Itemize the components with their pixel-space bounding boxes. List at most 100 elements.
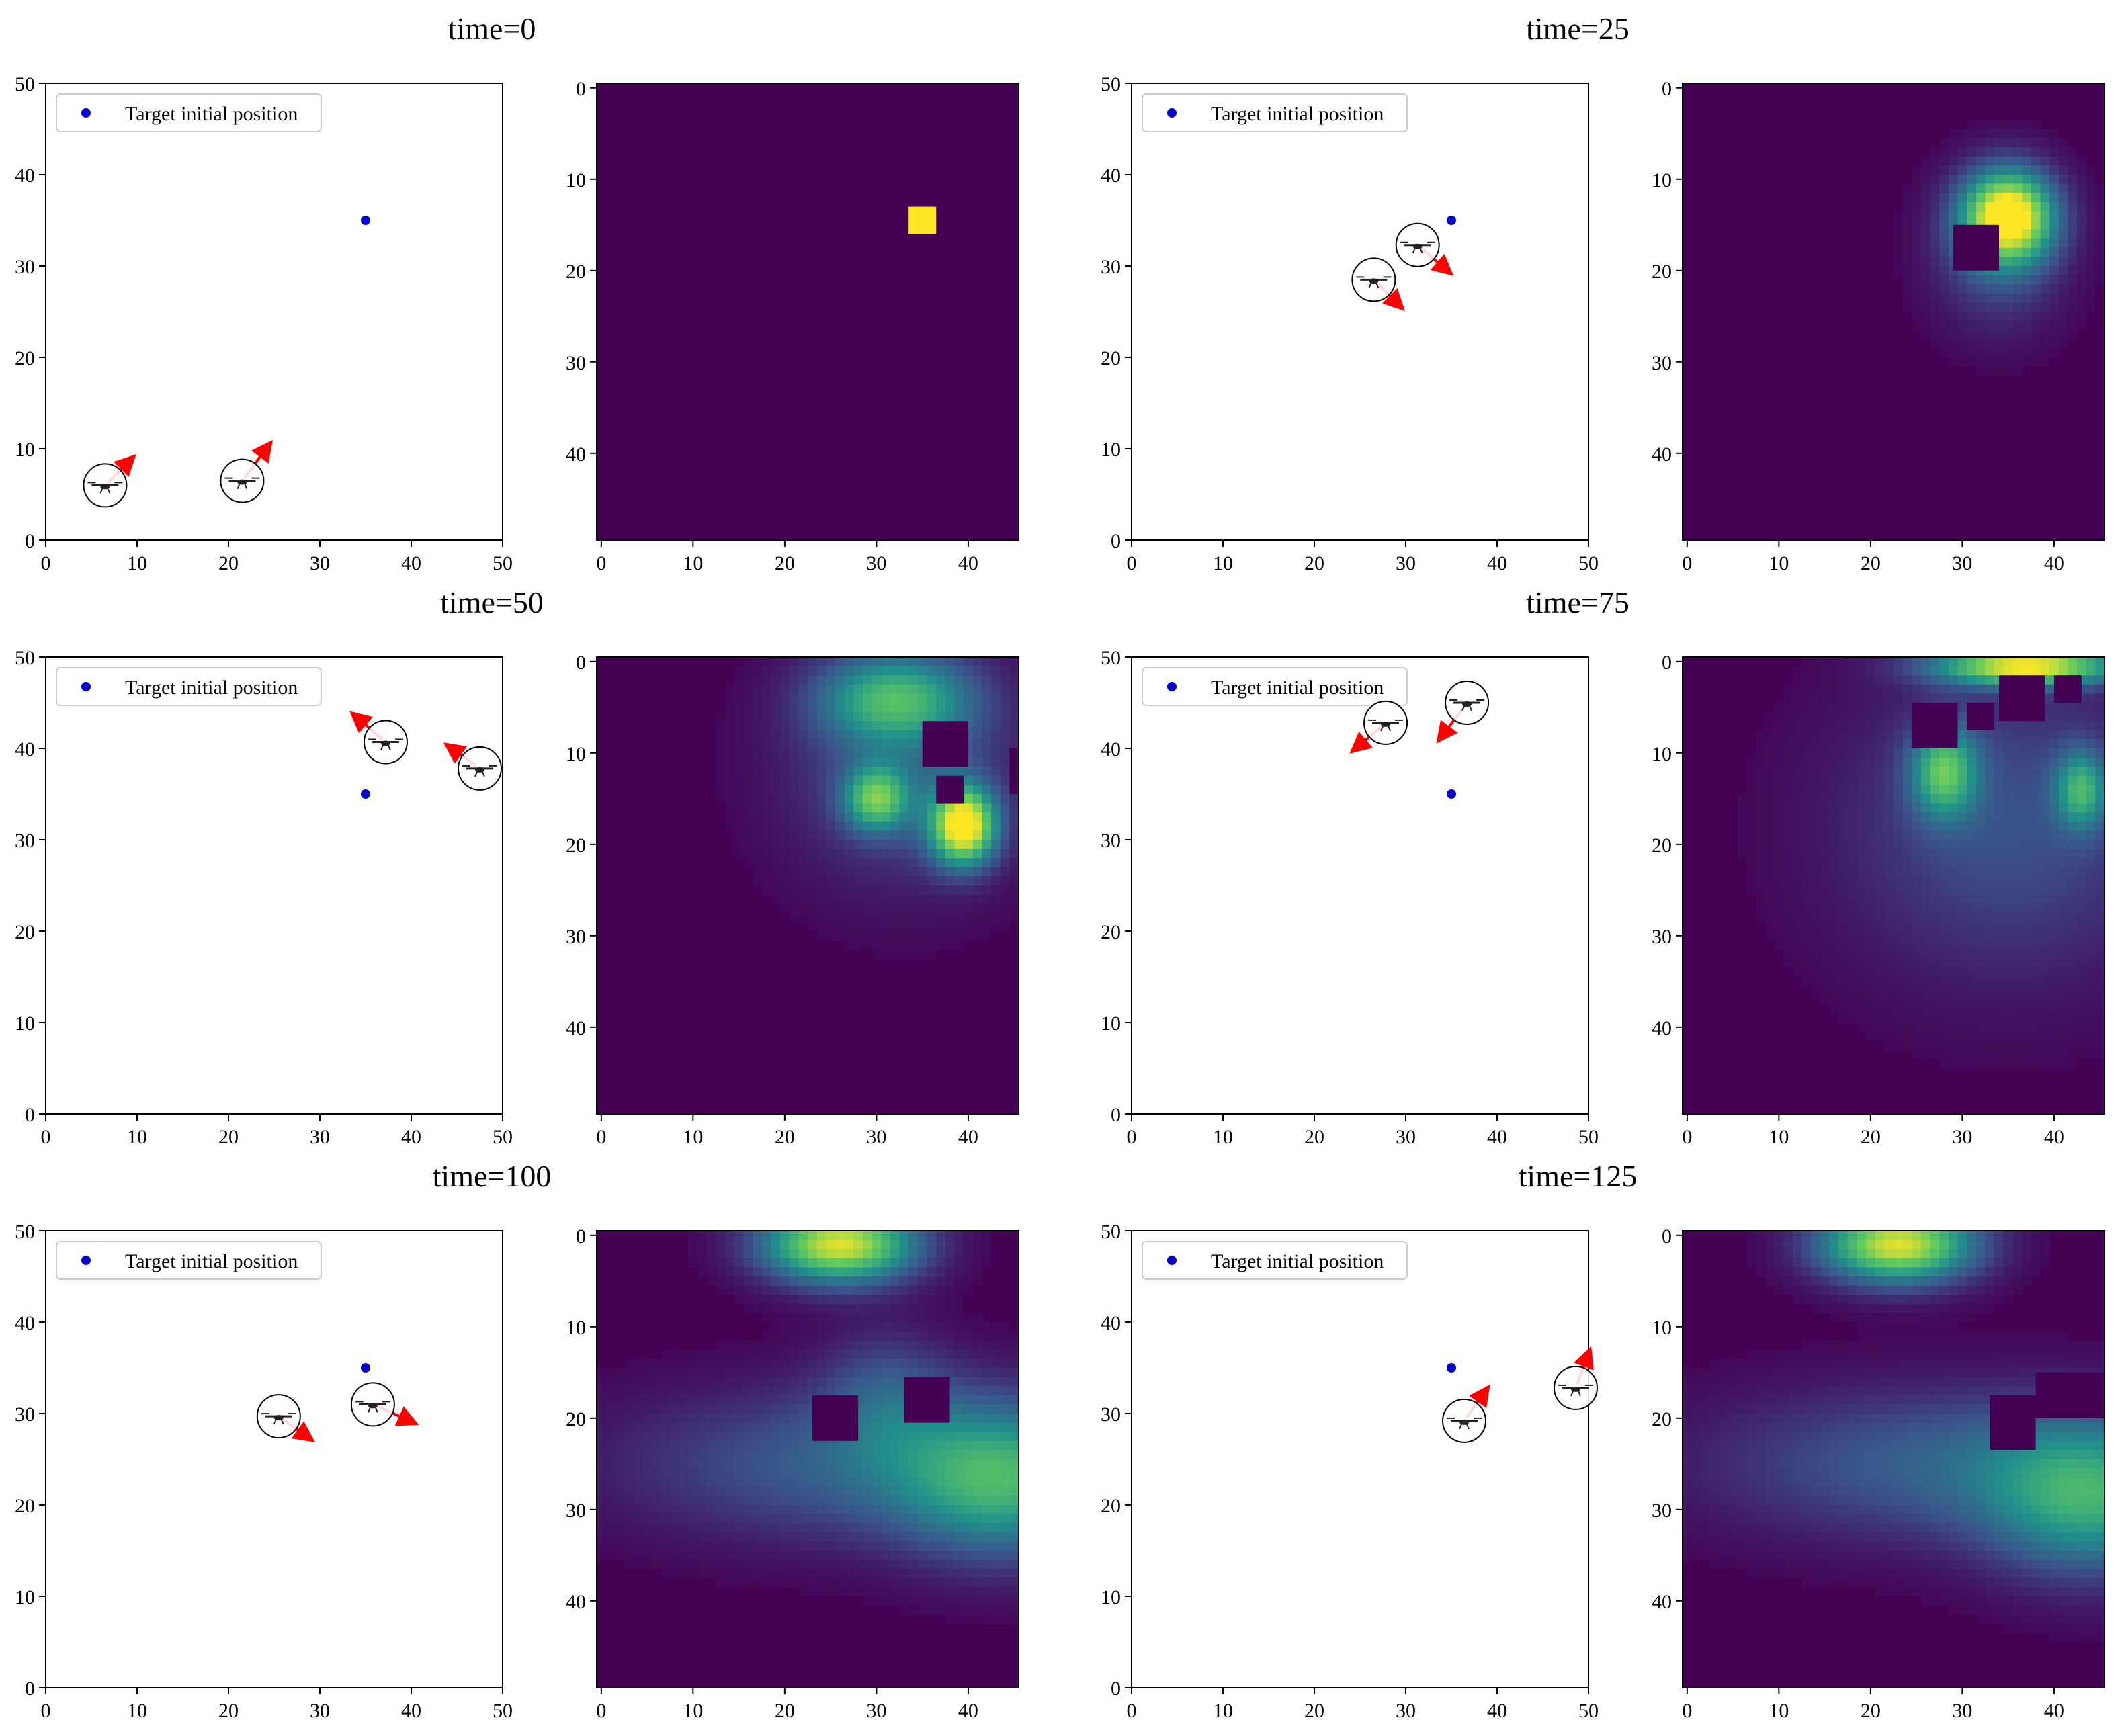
heatmap-x-tick-label: 30 <box>1952 1126 1972 1148</box>
heatmap-cell <box>2095 858 2105 868</box>
heatmap-cell <box>2095 986 2105 996</box>
heatmap-cell <box>908 885 919 896</box>
heatmap-cell <box>789 1577 799 1588</box>
heatmap-cell <box>789 812 799 822</box>
heatmap-cell <box>2086 995 2096 1005</box>
heatmap-cell <box>1838 803 1849 813</box>
heatmap-cell <box>881 1523 891 1533</box>
heatmap-cell <box>716 1505 726 1515</box>
heatmap-cell <box>816 767 826 777</box>
heatmap-cell <box>2049 748 2060 758</box>
heatmap-cell <box>1894 1041 1904 1051</box>
heatmap-cell <box>1957 812 1967 822</box>
heatmap-cell <box>954 1486 964 1496</box>
heatmap-cell <box>936 849 946 859</box>
heatmap-cell <box>826 785 836 795</box>
heatmap-cell <box>1994 357 2004 367</box>
heatmap-cell <box>991 721 1001 731</box>
heatmap-cell <box>1948 922 1959 932</box>
heatmap-cell <box>991 867 1001 877</box>
heatmap-cell <box>1811 794 1821 804</box>
heatmap-cell <box>2077 312 2087 322</box>
heatmap-cell <box>753 693 763 703</box>
heatmap-cell <box>1820 739 1830 749</box>
heatmap-cell <box>2031 339 2041 349</box>
heatmap-cell <box>1930 912 1940 922</box>
heatmap-cell <box>1939 958 1949 968</box>
heatmap-cell <box>743 1514 753 1524</box>
heatmap-cell <box>798 1459 808 1469</box>
heatmap-cell <box>927 1331 937 1341</box>
heatmap-cell <box>826 912 836 922</box>
heatmap-cell <box>2086 739 2096 749</box>
heatmap-x-tick-label: 40 <box>958 1126 978 1148</box>
drone-leg <box>1388 726 1391 732</box>
heatmap-cell <box>936 1495 946 1506</box>
heatmap-cell <box>688 1349 698 1359</box>
heatmap-cell <box>1820 730 1830 740</box>
heatmap-cell <box>2086 693 2096 703</box>
heatmap-cell <box>972 1404 982 1414</box>
heatmap-cell <box>1920 165 1931 175</box>
heatmap-cell <box>1976 330 1986 340</box>
heatmap-cell <box>1948 156 1959 166</box>
heatmap-cell <box>844 1340 854 1350</box>
heatmap-cell <box>1894 794 1904 804</box>
heatmap-cell <box>1994 912 2004 922</box>
heatmap-cell <box>808 684 818 694</box>
heatmap-cell <box>771 1404 781 1414</box>
heatmap-cell <box>1894 876 1904 886</box>
heatmap-cell <box>2022 794 2032 804</box>
heatmap-cell <box>2022 949 2032 959</box>
heatmap-cell <box>853 1349 863 1359</box>
heatmap-cell <box>2003 730 2014 740</box>
heatmap-cell <box>872 1422 882 1432</box>
heatmap-cell <box>1000 1505 1010 1515</box>
heatmap-cell <box>706 1386 717 1396</box>
heatmap-cell <box>651 1368 662 1378</box>
heatmap-cell <box>1009 730 1019 740</box>
heatmap-cell <box>2095 202 2105 212</box>
drone-body <box>273 1415 284 1421</box>
heatmap-cell <box>1920 202 1931 212</box>
heatmap-cell <box>927 1322 937 1332</box>
heatmap-cell <box>816 1295 826 1305</box>
heatmap-cell <box>991 849 1001 859</box>
heatmap-cell <box>2058 175 2068 185</box>
heatmap-cell <box>1902 995 1912 1005</box>
heatmap-cell <box>743 1569 753 1579</box>
heatmap-cell <box>991 1587 1001 1597</box>
heatmap-cell <box>725 1276 735 1287</box>
heatmap-cell <box>1948 1004 1959 1014</box>
heatmap-cell <box>872 1532 882 1542</box>
heatmap-cell <box>716 721 726 731</box>
heatmap-cell <box>1838 666 1849 676</box>
heatmap-cell <box>761 1349 771 1359</box>
heatmap-cell <box>1792 721 1803 731</box>
heatmap-cell <box>688 1240 698 1250</box>
heatmap-cell <box>972 1551 982 1561</box>
heatmap-cell <box>881 1240 891 1250</box>
heatmap-cell <box>972 858 982 868</box>
heatmap-cell <box>1792 684 1803 694</box>
heatmap-cell <box>872 1322 882 1332</box>
heatmap-cell <box>1967 1059 1977 1069</box>
heatmap-cell <box>2086 986 2096 996</box>
heatmap-cell <box>2068 958 2078 968</box>
heatmap-cell <box>1930 876 1940 886</box>
heatmap-cell <box>1976 748 1986 758</box>
heatmap-cell <box>1829 748 1839 758</box>
heatmap-cell <box>1894 858 1904 868</box>
heatmap-cell <box>2040 849 2050 859</box>
heatmap-cell <box>2058 821 2068 831</box>
heatmap-cell <box>872 812 882 822</box>
heatmap-cell <box>1930 339 1940 349</box>
heatmap-cell <box>835 1303 845 1313</box>
heatmap-cell <box>936 885 946 896</box>
heatmap-cell <box>1902 183 1912 193</box>
heatmap-cell <box>936 912 946 922</box>
heatmap-cell <box>1930 785 1940 795</box>
heatmap-cell <box>1985 830 1995 840</box>
heatmap-cell <box>1009 739 1019 749</box>
heatmap-cell <box>881 693 891 703</box>
